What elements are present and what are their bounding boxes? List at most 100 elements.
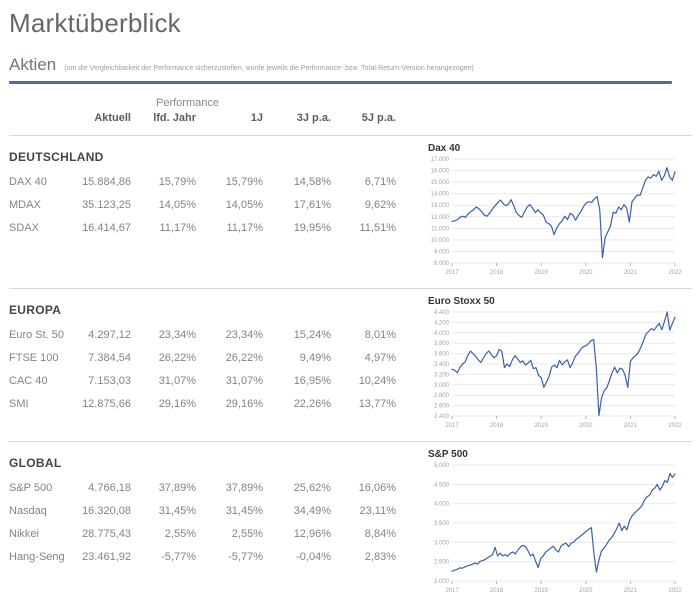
section-deutschland: DEUTSCHLAND DAX 40 15.884,86 15,79% 15,79% 1… [0,136,700,288]
index-value: 12.875,66 [82,398,131,410]
svg-text:2020: 2020 [579,423,593,429]
section-global: GLOBAL S&P 500 4.766,18 37,89% 37,89% 25,62%… [0,442,700,595]
svg-text:2021: 2021 [624,423,638,429]
chart-panel-dax40: Dax 40 8.000 9.000 10.000 11.000 12.000 13.00… [426,136,682,277]
index-value: 22,26% [293,398,331,410]
chart-title-eurostoxx50: Euro Stoxx 50 [428,296,495,307]
index-value: 15.884,86 [82,176,131,188]
index-value: 29,16% [158,398,196,410]
index-value: 23,34% [225,329,263,341]
index-value: 16.320,08 [82,505,131,517]
index-value: 13,77% [358,398,396,410]
index-value: 23,11% [359,505,397,517]
index-name: Nikkei [9,528,39,540]
index-value: 10,24% [358,375,396,387]
table-row: Hang-Seng 23.461,92 -5,77% -5,77% -0,04% 2,83… [9,546,396,569]
chart-title-dax40: Dax 40 [428,143,461,154]
group-title-deutschland: DEUTSCHLAND [9,150,104,164]
svg-text:2017: 2017 [445,270,459,276]
svg-text:16.000: 16.000 [431,169,450,175]
column-header-5j-pa: 5J p.a. [361,112,396,124]
chart-panel-sp500: S&P 500 2.000 2.500 3.000 3.500 4.000 4.500 5.… [426,442,682,595]
index-value: 37,89% [225,482,263,494]
aktien-note: (um die Vergleichbarkeit der Performance… [64,65,474,72]
svg-text:2.400: 2.400 [434,414,450,420]
svg-text:2018: 2018 [490,588,504,594]
line-chart-dax40: 8.000 9.000 10.000 11.000 12.000 13.000 14.000… [426,155,683,277]
svg-text:13.000: 13.000 [431,203,450,209]
index-value: 9,62% [364,199,396,211]
index-value: 11,17% [226,222,264,234]
svg-text:2.600: 2.600 [434,404,450,410]
svg-text:2017: 2017 [445,423,459,429]
aktien-title: Aktien [9,55,57,74]
svg-text:8.000: 8.000 [434,261,450,267]
chart-title-sp500: S&P 500 [428,449,468,460]
index-value: 34,49% [293,505,331,517]
table-row: Nikkei 28.775,43 2,55% 2,55% 12,96% 8,84% [9,523,396,546]
index-value: 23.461,92 [82,551,131,563]
svg-text:3.400: 3.400 [434,362,450,368]
index-value: 15,79% [158,176,196,188]
index-value: 8,84% [364,528,396,540]
table-row: DAX 40 15.884,86 15,79% 15,79% 14,58% 6,71% [9,171,396,194]
svg-text:2021: 2021 [624,270,638,276]
svg-text:3.200: 3.200 [434,372,450,378]
table-row: MDAX 35.123,25 14,05% 14,05% 17,61% 9,62% [9,194,396,217]
index-name: Nasdaq [9,505,47,517]
svg-text:17.000: 17.000 [431,157,450,163]
index-value: 31,45% [158,505,196,517]
index-value: 35.123,25 [82,199,131,211]
index-name: Euro St. 50 [9,329,65,341]
svg-text:2019: 2019 [535,423,549,429]
table-row: SDAX 16.414,67 11,17% 11,17% 19,95% 11,51% [9,217,396,240]
index-value: 4,97% [364,352,396,364]
index-value: 12,96% [293,528,331,540]
index-value: 37,89% [158,482,196,494]
svg-text:2022: 2022 [668,270,682,276]
index-name: Hang-Seng [9,551,65,563]
group-title-europa: EUROPA [9,303,62,317]
svg-text:12.000: 12.000 [431,215,450,221]
svg-text:10.000: 10.000 [431,238,450,244]
svg-text:3.600: 3.600 [434,352,450,358]
index-table-global: S&P 500 4.766,18 37,89% 37,89% 25,62% 16,06% N… [9,477,396,569]
svg-text:3.800: 3.800 [434,341,450,347]
svg-text:4.500: 4.500 [434,482,450,488]
svg-text:4.000: 4.000 [434,331,450,337]
index-name: FTSE 100 [9,352,59,364]
index-table-deutschland: DAX 40 15.884,86 15,79% 15,79% 14,58% 6,71% MD… [9,171,396,240]
group-title-global: GLOBAL [9,456,62,470]
table-row: Euro St. 50 4.297,12 23,34% 23,34% 15,24% 8,0… [9,324,396,347]
svg-text:9.000: 9.000 [434,249,450,255]
index-value: -5,77% [228,551,263,563]
svg-text:2022: 2022 [668,423,682,429]
column-header-lfd-jahr: lfd. Jahr [153,112,196,124]
index-value: 23,34% [158,329,196,341]
svg-text:4.400: 4.400 [434,310,450,316]
index-name: SDAX [9,222,39,234]
svg-text:2.800: 2.800 [434,393,450,399]
section-divider [9,441,692,442]
index-value: 4.766,18 [88,482,131,494]
index-value: 11,51% [359,222,397,234]
svg-text:2022: 2022 [668,588,682,594]
index-value: 15,24% [293,329,331,341]
index-table-europa: Euro St. 50 4.297,12 23,34% 23,34% 15,24% 8,0… [9,324,396,416]
svg-text:2019: 2019 [535,588,549,594]
svg-text:2.500: 2.500 [434,560,450,566]
table-row: Nasdaq 16.320,08 31,45% 31,45% 34,49% 23,11% [9,500,396,523]
svg-text:2019: 2019 [535,270,549,276]
index-value: 2,83% [364,551,396,563]
svg-text:2021: 2021 [624,588,638,594]
index-value: 7.153,03 [88,375,131,387]
index-value: 31,45% [225,505,263,517]
svg-text:2017: 2017 [445,588,459,594]
table-row: FTSE 100 7.384,54 26,22% 26,22% 9,49% 4,97% [9,347,396,370]
index-value: 17,61% [293,199,331,211]
index-value: 28.775,43 [82,528,131,540]
svg-text:3.000: 3.000 [434,540,450,546]
index-value: 2,55% [231,528,263,540]
accent-rule [9,81,672,84]
